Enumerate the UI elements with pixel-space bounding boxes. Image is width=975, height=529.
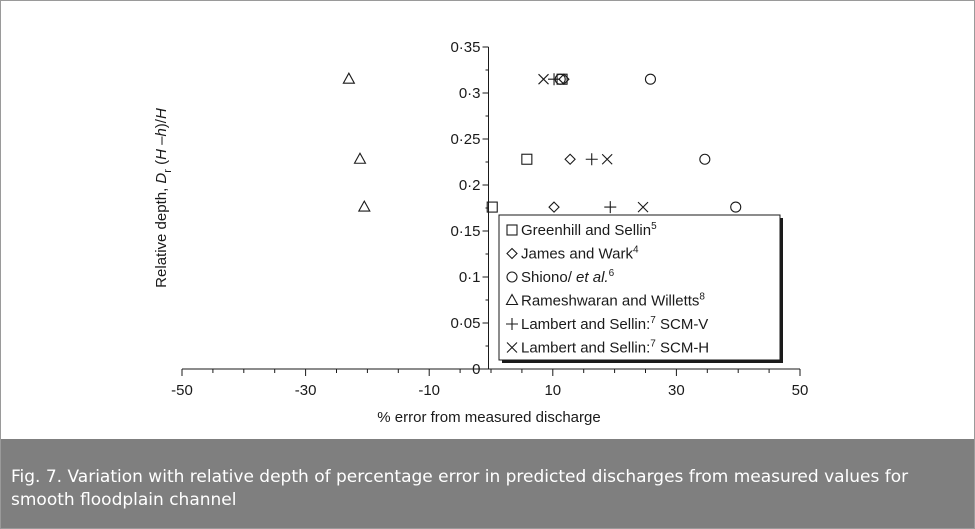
legend-entry-label: Shiono/ et al.6 [521, 268, 615, 286]
x-axis-title: % error from measured discharge [377, 409, 600, 426]
legend-entry-label: Rameshwaran and Willetts8 [521, 292, 705, 310]
data-marks [342, 72, 742, 214]
x-tick-label: 10 [544, 382, 561, 399]
square-point [521, 153, 533, 165]
y-tick-label: 0 [472, 361, 480, 378]
x-tick-label: -30 [295, 382, 317, 399]
x-tick-label: -50 [171, 382, 193, 399]
plus-point [585, 153, 598, 166]
diamond-point [558, 73, 570, 85]
circle-point [644, 73, 656, 85]
scatter-chart: -50 -30 -10 10 30 50 0 0·05 0·1 0·15 0·2 0·25 0·3 0·3… [153, 39, 808, 426]
legend-plus-marker [506, 318, 518, 330]
ylabel-var-H: H [153, 108, 170, 119]
diamond-point [564, 153, 576, 166]
square-point [486, 201, 498, 213]
cross-point [538, 73, 549, 85]
ylabel-var-D: D [153, 173, 170, 184]
circle-point [699, 153, 711, 165]
legend-square-marker [506, 224, 518, 236]
ylabel-text: )/ [153, 118, 170, 128]
figure-caption: Fig. 7. Variation with relative depth of… [1, 439, 974, 528]
y-tick-label: 0·35 [450, 39, 480, 56]
cross-point [637, 201, 649, 213]
cross-point [601, 153, 613, 165]
x-tick-label: 50 [792, 382, 809, 399]
legend-cross-marker [506, 342, 518, 353]
legend-entry-label: Greenhill and Sellin5 [521, 221, 657, 239]
x-tick-label: -10 [418, 382, 440, 399]
legend-triangle-marker [505, 293, 519, 306]
legend-diamond-marker [506, 247, 518, 260]
legend-entry-label: Lambert and Sellin:7 SCM-H [521, 339, 709, 357]
caption-text: Fig. 7. Variation with relative depth of… [11, 467, 909, 510]
triangle-point [342, 72, 356, 84]
circle-point [730, 201, 742, 213]
plus-point [548, 73, 561, 86]
axes: -50 -30 -10 10 30 50 0 0·05 0·1 0·15 0·2 0·25 0·3 0·3… [171, 39, 808, 399]
diamond-point [548, 201, 560, 213]
legend-entry-label: Lambert and Sellin:7 SCM-V [521, 315, 708, 333]
y-tick-label: 0·25 [450, 131, 480, 148]
legend-circle-marker [506, 271, 518, 283]
ylabel-var-H: H [153, 149, 170, 160]
y-tick-label: 0·1 [459, 269, 481, 286]
y-tick-label: 0·05 [450, 315, 480, 332]
chart-area: -50 -30 -10 10 30 50 0 0·05 0·1 0·15 0·2 0·25 0·3 0·3… [1, 1, 974, 439]
legend-entry-label: James and Wark4 [521, 245, 639, 263]
y-tick-label: 0·2 [459, 177, 481, 194]
ylabel-subscript: r [162, 169, 174, 173]
ylabel-text: ( [153, 160, 170, 169]
ylabel-text: – [153, 136, 170, 149]
plus-point [604, 201, 617, 214]
triangle-point [357, 199, 371, 212]
legend-box [498, 214, 781, 361]
ylabel-var-h: h [153, 128, 170, 136]
y-tick-label: 0·15 [450, 223, 480, 240]
y-axis-title: Relative depth, Dr (H –h)/H [153, 108, 174, 288]
y-tick-label: 0·3 [459, 85, 481, 102]
triangle-point [353, 152, 367, 164]
legend: Greenhill and Sellin5 James and Wark4 Shio… [498, 214, 783, 363]
ylabel-text: Relative depth, [153, 184, 170, 288]
x-tick-label: 30 [668, 382, 685, 399]
